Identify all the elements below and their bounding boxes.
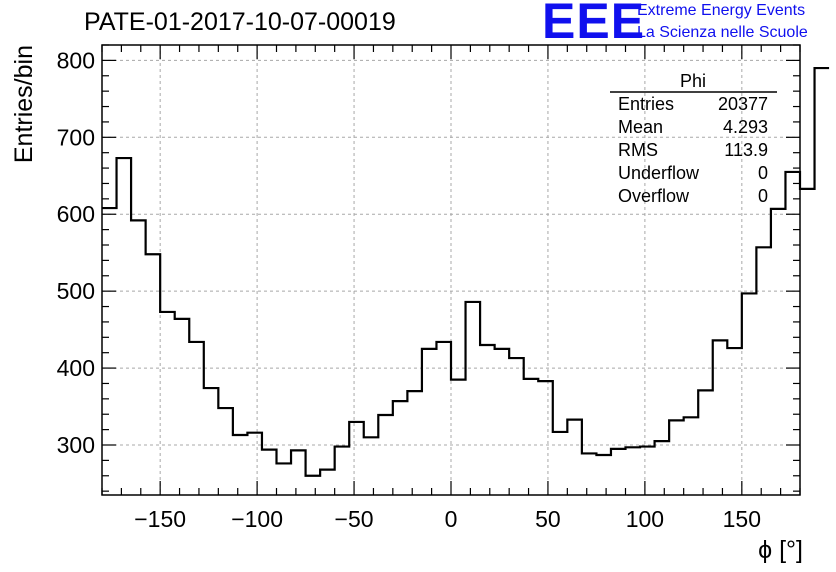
y-tick-label: 500 <box>57 278 95 304</box>
stats-row-label: Underflow <box>618 163 700 183</box>
x-tick-label: −50 <box>335 506 374 532</box>
tick-labels: −150 −100 −50 0 50 100 150 300 400 500 600 700 800 <box>57 47 761 532</box>
x-tick-label: 0 <box>445 506 458 532</box>
axis-ticks <box>101 44 801 495</box>
x-axis-title: ϕ [°] <box>758 536 803 564</box>
stats-row-label: RMS <box>618 140 658 160</box>
x-tick-label: −100 <box>231 506 283 532</box>
x-tick-label: −150 <box>134 506 186 532</box>
stats-row-value: 113.9 <box>724 140 768 160</box>
grid-lines <box>102 45 800 495</box>
stats-row-value: 0 <box>758 163 768 183</box>
logo-subtitle-line-2: La Scienza nelle Scuole <box>637 24 808 41</box>
y-tick-label: 700 <box>57 124 95 150</box>
y-tick-label: 800 <box>57 47 95 73</box>
stats-row-value: 4.293 <box>723 117 768 137</box>
logo-subtitle-line-1: Extreme Energy Events <box>637 2 806 19</box>
y-axis-title: Entries/bin <box>10 45 38 163</box>
stats-box-name: Phi <box>680 71 706 91</box>
stats-row-label: Entries <box>618 94 674 114</box>
stats-row-label: Mean <box>618 117 663 137</box>
stats-row-value: 0 <box>758 186 768 206</box>
y-tick-label: 600 <box>57 201 95 227</box>
y-tick-label: 300 <box>57 432 95 458</box>
chart-title: PATE-01-2017-10-07-00019 <box>84 8 396 36</box>
eee-logo: EEE <box>542 0 646 49</box>
stats-row-label: Overflow <box>618 186 690 206</box>
x-tick-label: 150 <box>723 506 761 532</box>
x-tick-label: 100 <box>626 506 664 532</box>
stats-box: Phi Entries 20377 Mean 4.293 RMS 113.9 Underfl… <box>610 71 777 206</box>
histogram-series <box>102 66 830 477</box>
stats-row-value: 20377 <box>718 94 768 114</box>
y-tick-label: 400 <box>57 355 95 381</box>
x-tick-label: 50 <box>535 506 561 532</box>
